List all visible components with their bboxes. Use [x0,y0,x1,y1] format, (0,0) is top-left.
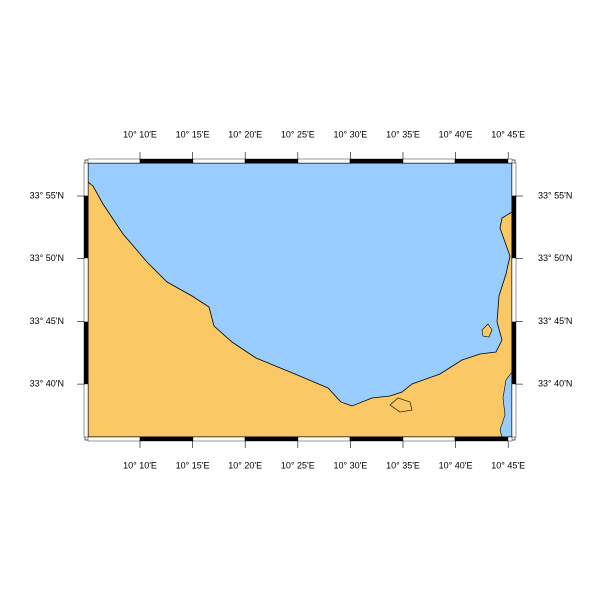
x-label-top: 10° 10'E [123,129,157,139]
frame-bar [511,195,517,259]
y-label-left: 33° 50'N [30,253,64,263]
x-label-bottom: 10° 45'E [491,460,525,470]
y-label-right: 33° 45'N [538,316,572,326]
x-label-top: 10° 45'E [491,129,525,139]
frame-bar [87,436,141,442]
x-label-bottom: 10° 20'E [228,460,262,470]
x-label-bottom: 10° 15'E [176,460,210,470]
y-label-right: 33° 55'N [538,190,572,200]
frame-bar [192,158,246,164]
y-label-left: 33° 45'N [30,316,64,326]
frame-bar [297,436,351,442]
frame-bar [511,383,517,438]
frame-bar [511,162,517,197]
x-label-bottom: 10° 10'E [123,460,157,470]
frame-bar [244,158,299,164]
frame-bar [87,158,141,164]
island [389,397,413,413]
y-label-left: 33° 55'N [30,190,64,200]
x-label-top: 10° 40'E [439,129,473,139]
x-label-top: 10° 25'E [281,129,315,139]
frame-bar [402,158,456,164]
x-label-bottom: 10° 40'E [439,460,473,470]
y-label-right: 33° 50'N [538,253,572,263]
frame-bar [402,436,456,442]
frame-bar [507,436,513,442]
frame-bar [349,436,404,442]
frame-bar [454,436,509,442]
x-label-bottom: 10° 25'E [281,460,315,470]
island [481,323,493,338]
frame-bar [139,436,194,442]
frame-bar [454,158,509,164]
frame-bar [511,321,517,385]
sea [87,162,513,407]
x-label-bottom: 10° 35'E [386,460,420,470]
frame-bar [139,158,194,164]
frame-bar [244,436,299,442]
frame-bar [83,383,89,438]
frame-bar [83,195,89,259]
x-label-top: 10° 20'E [228,129,262,139]
y-label-right: 33° 40'N [538,378,572,388]
x-label-top: 10° 15'E [176,129,210,139]
x-label-top: 10° 30'E [333,129,367,139]
frame-bar [511,257,517,323]
frame-bar [297,158,351,164]
frame-bar [83,162,89,197]
frame-bar [349,158,404,164]
frame-bar [192,436,246,442]
frame-bar [83,257,89,323]
x-label-top: 10° 35'E [386,129,420,139]
frame-bar [507,158,513,164]
frame-bar [83,321,89,385]
y-label-left: 33° 40'N [30,378,64,388]
x-label-bottom: 10° 30'E [333,460,367,470]
